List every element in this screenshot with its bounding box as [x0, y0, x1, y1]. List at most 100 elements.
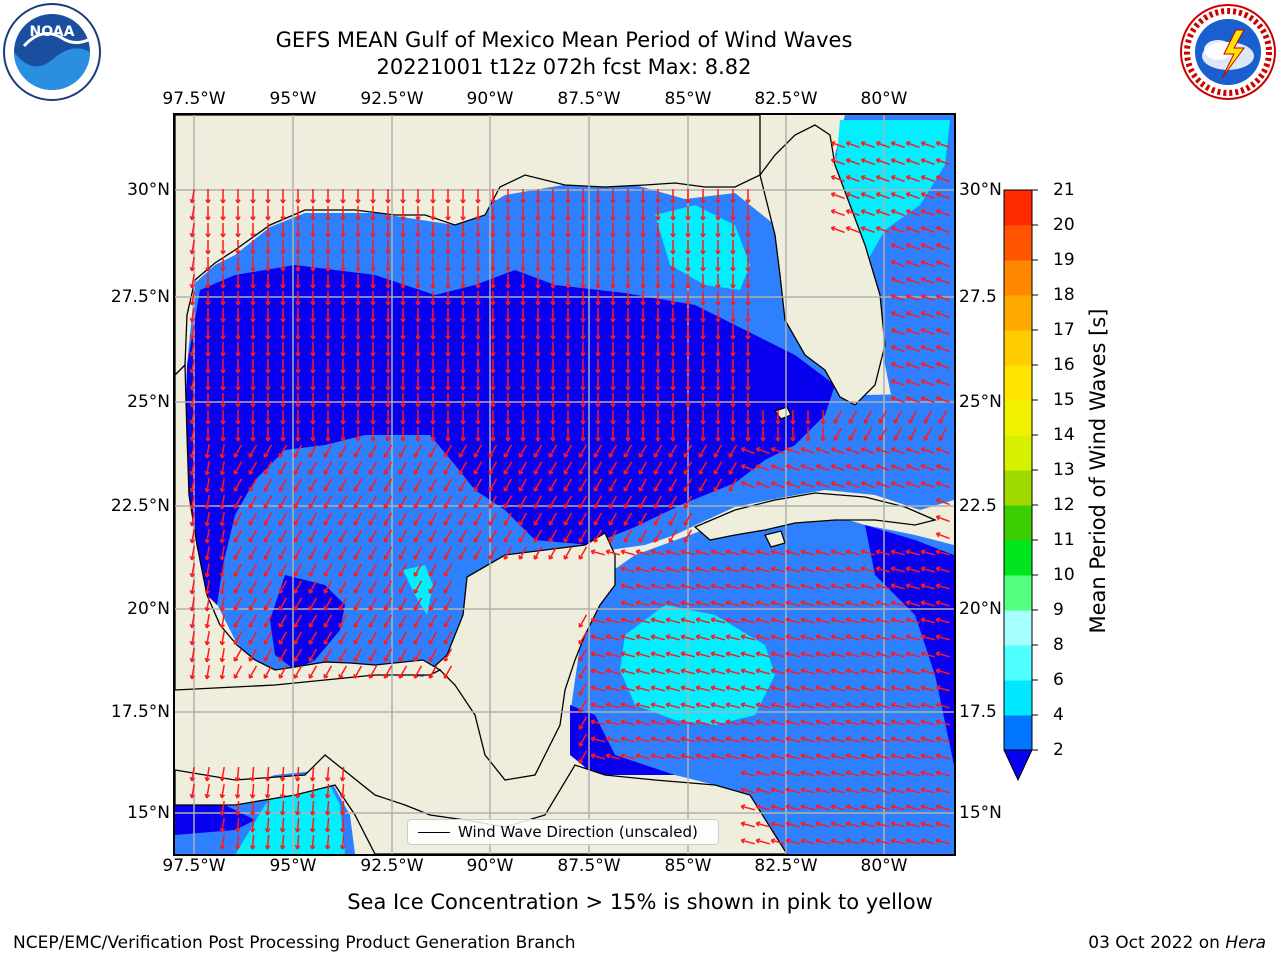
- wave-direction-arrowhead: [205, 369, 211, 374]
- wave-direction-arrow: [696, 601, 710, 607]
- wave-direction-arrow: [233, 512, 243, 526]
- wave-direction-arrowhead: [745, 301, 751, 306]
- wave-direction-arrow: [801, 822, 815, 828]
- wave-direction-arrowhead: [890, 838, 896, 844]
- wave-direction-arrow: [861, 481, 875, 489]
- wave-direction-arrow: [816, 754, 830, 760]
- wave-direction-arrow: [756, 703, 770, 709]
- wave-direction-arrow: [833, 427, 843, 441]
- wave-direction-arrowhead: [293, 674, 299, 679]
- wave-direction-arrowhead: [875, 719, 881, 725]
- wave-direction-arrow: [368, 563, 378, 577]
- wave-direction-arrowhead: [935, 736, 941, 742]
- wave-direction-arrow: [921, 260, 935, 268]
- wave-direction-arrowhead: [623, 504, 629, 509]
- wave-direction-arrowhead: [458, 521, 464, 526]
- wave-direction-arrowhead: [890, 310, 896, 317]
- wave-direction-arrow: [353, 665, 363, 679]
- wave-direction-arrow: [936, 669, 950, 675]
- wave-direction-arrow: [876, 805, 890, 811]
- wave-direction-arrow: [891, 243, 905, 251]
- lon-label-bottom: 92.5°W: [360, 856, 424, 876]
- colorbar-segment: [1004, 295, 1032, 331]
- wave-direction-arrowhead: [398, 640, 404, 645]
- wave-direction-arrow: [726, 720, 740, 726]
- wave-direction-arrow: [548, 478, 558, 492]
- wave-direction-arrow: [326, 783, 330, 799]
- wave-direction-arrowhead: [355, 216, 361, 221]
- wave-direction-arrow: [473, 529, 483, 543]
- wave-direction-arrowhead: [685, 437, 691, 442]
- wave-direction-arrowhead: [550, 369, 556, 374]
- wave-direction-arrowhead: [518, 453, 524, 458]
- wave-direction-arrowhead: [398, 538, 404, 543]
- wave-direction-arrow: [398, 563, 408, 577]
- wave-direction-arrow: [906, 788, 920, 794]
- wave-direction-arrowhead: [620, 719, 626, 725]
- wave-direction-arrow: [651, 550, 665, 556]
- wave-direction-arrowhead: [905, 140, 911, 147]
- wave-direction-arrow: [681, 635, 695, 641]
- wave-direction-arrowhead: [475, 233, 481, 238]
- wave-direction-arrowhead: [413, 674, 419, 679]
- wave-direction-arrowhead: [323, 606, 329, 611]
- wave-direction-arrow: [221, 630, 225, 646]
- wave-direction-arrowhead: [295, 267, 301, 272]
- wave-direction-arrowhead: [695, 668, 701, 674]
- wave-direction-arrow: [936, 567, 950, 573]
- wave-direction-arrowhead: [250, 199, 256, 204]
- wave-direction-arrow: [398, 461, 408, 475]
- wave-direction-arrowhead: [800, 821, 806, 827]
- wave-direction-arrowhead: [220, 284, 226, 289]
- wave-direction-arrowhead: [653, 453, 659, 458]
- wave-direction-arrowhead: [370, 301, 376, 306]
- wave-direction-arrowhead: [278, 453, 284, 458]
- lat-label-right: 30°N: [959, 180, 1002, 200]
- wave-direction-arrowhead: [860, 770, 866, 776]
- wave-direction-arrowhead: [905, 736, 911, 742]
- wave-direction-arrow: [398, 444, 408, 458]
- wave-direction-arrowhead: [730, 250, 736, 255]
- wave-direction-arrow: [191, 205, 195, 221]
- wave-direction-arrowhead: [533, 487, 539, 492]
- wave-direction-arrow: [831, 822, 845, 828]
- wave-direction-arrowhead: [219, 674, 226, 680]
- wave-direction-arrowhead: [279, 845, 286, 850]
- wave-direction-arrowhead: [730, 284, 736, 289]
- wave-direction-arrow: [413, 580, 423, 594]
- wave-direction-arrowhead: [460, 386, 466, 391]
- wave-direction-arrowhead: [683, 470, 689, 475]
- wave-direction-arrow: [726, 669, 740, 675]
- wave-direction-arrowhead: [219, 793, 226, 799]
- wave-direction-arrowhead: [860, 821, 866, 827]
- wave-direction-arrowhead: [905, 753, 911, 759]
- wave-direction-arrow: [906, 362, 920, 370]
- wave-direction-arrow: [876, 175, 890, 183]
- wave-direction-arrow: [726, 584, 740, 590]
- wave-direction-arrowhead: [740, 617, 746, 623]
- wave-direction-arrow: [206, 647, 210, 663]
- wave-direction-arrow: [293, 648, 303, 662]
- wave-direction-arrowhead: [590, 549, 596, 555]
- wave-direction-arrow: [578, 512, 588, 526]
- wave-direction-arrowhead: [670, 386, 676, 391]
- wave-direction-arrow: [831, 720, 845, 726]
- wave-direction-arrowhead: [668, 521, 674, 526]
- wave-direction-arrow: [756, 737, 770, 743]
- wave-direction-arrow: [861, 669, 875, 675]
- wave-direction-arrowhead: [233, 470, 239, 475]
- wave-direction-arrow: [681, 618, 695, 624]
- wave-direction-arrowhead: [250, 301, 256, 306]
- wave-direction-arrowhead: [578, 674, 584, 679]
- wave-direction-arrowhead: [680, 617, 686, 623]
- wave-direction-arrowhead: [845, 463, 851, 470]
- wave-direction-arrow: [908, 410, 918, 424]
- wave-direction-arrow: [206, 460, 210, 476]
- wave-direction-arrow: [801, 788, 815, 794]
- wave-direction-arrow: [413, 631, 423, 645]
- wave-direction-arrow: [801, 754, 815, 760]
- wave-direction-arrowhead: [845, 480, 851, 487]
- wave-direction-arrow: [236, 783, 240, 799]
- wave-direction-arrowhead: [415, 301, 421, 306]
- wave-direction-arrow: [876, 652, 890, 658]
